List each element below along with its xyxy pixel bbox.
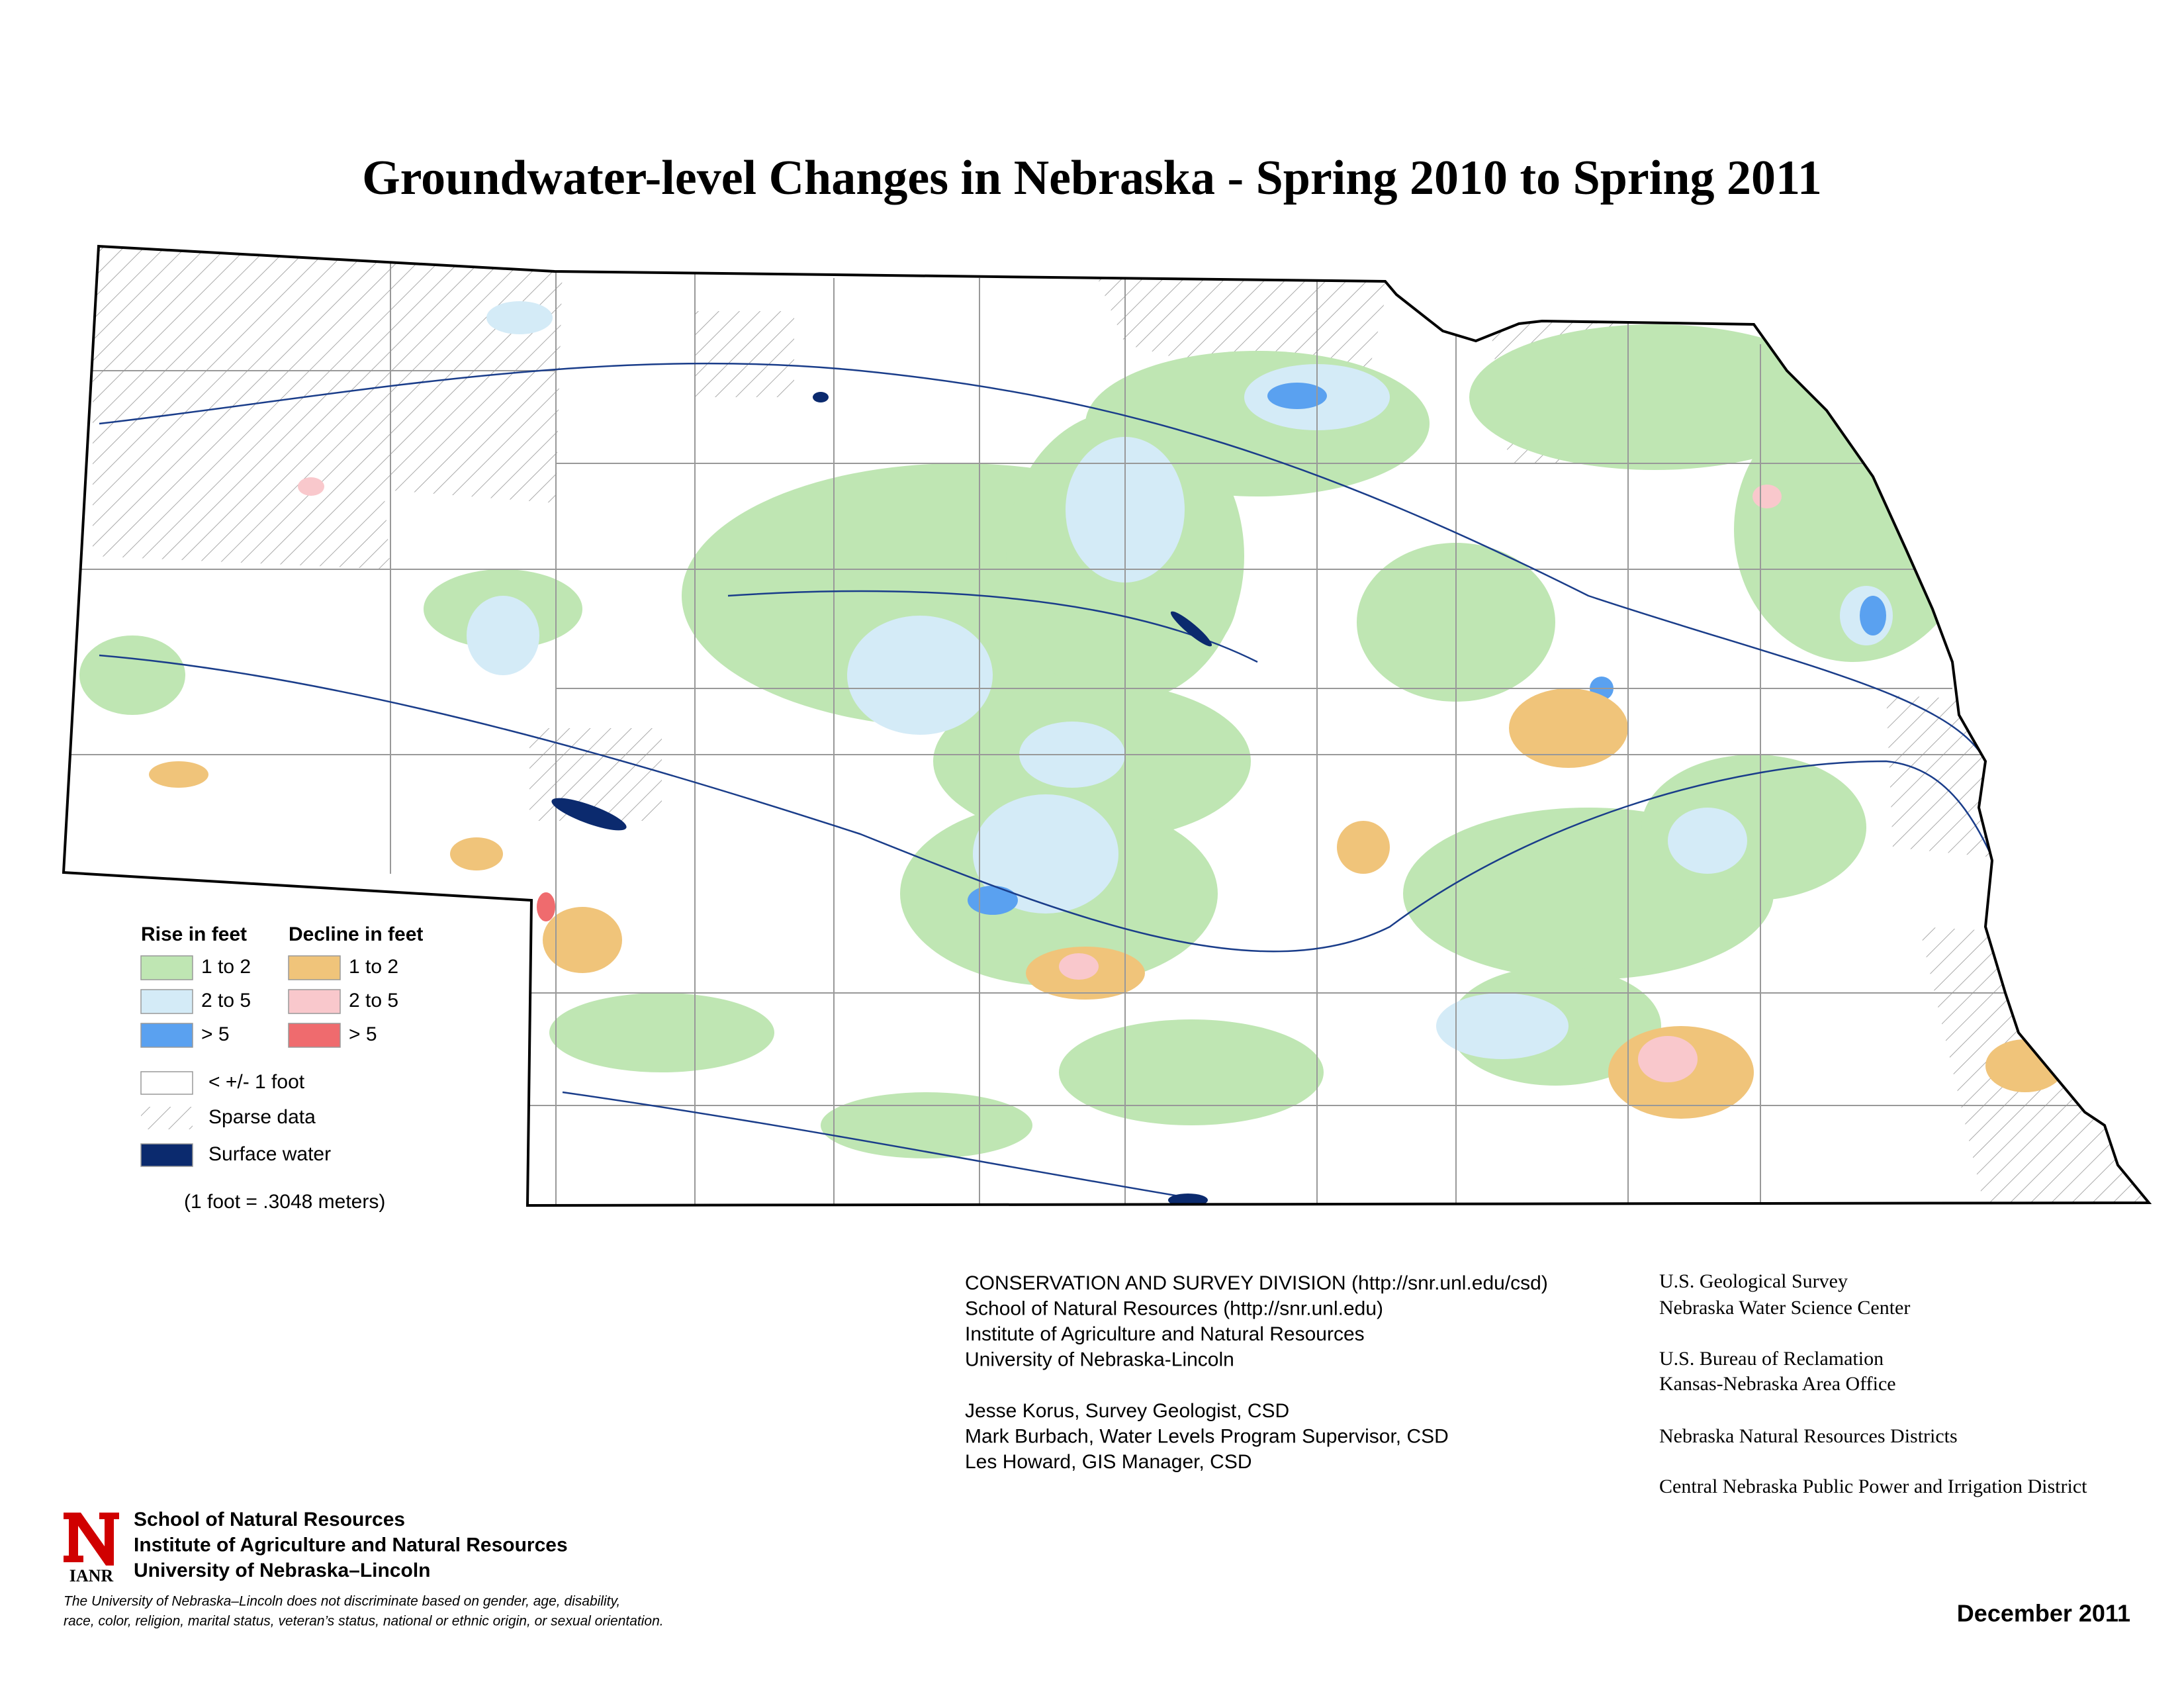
legend-label: 1 to 2 [201, 956, 251, 978]
institution: School of Natural Resources Institute of … [134, 1509, 568, 1581]
credits-partners: U.S. Geological Survey Nebraska Water Sci… [1659, 1270, 2087, 1497]
partner-line: U.S. Bureau of Reclamation [1659, 1348, 1884, 1370]
credit-line: Jesse Korus, Survey Geologist, CSD [965, 1400, 1289, 1422]
legend-label: > 5 [349, 1023, 377, 1045]
legend-swatch [141, 1107, 193, 1129]
legend: Rise in feet Decline in feet 1 to 2 2 to … [140, 923, 423, 1213]
institution-line: University of Nebraska–Lincoln [134, 1560, 430, 1581]
disclaimer: The University of Nebraska–Lincoln does … [64, 1594, 664, 1629]
rivers [99, 362, 2020, 1199]
legend-swatch [140, 989, 193, 1014]
legend-swatch [140, 955, 193, 980]
legend-swatch [288, 989, 341, 1014]
map-title: Groundwater-level Changes in Nebraska - … [362, 151, 1822, 205]
legend-swatch [288, 955, 341, 980]
date: December 2011 [1957, 1600, 2130, 1627]
credit-line: Les Howard, GIS Manager, CSD [965, 1451, 1252, 1473]
legend-label: 1 to 2 [349, 956, 398, 978]
legend-swatch [288, 1023, 341, 1048]
institution-line: School of Natural Resources [134, 1509, 405, 1530]
legend-swatch [140, 1143, 193, 1167]
legend-label: Surface water [208, 1143, 331, 1165]
partner-line: Nebraska Natural Resources Districts [1659, 1425, 1958, 1447]
decline-over-5 [537, 892, 555, 921]
logo-text: IANR [69, 1566, 114, 1585]
credit-line: University of Nebraska-Lincoln [965, 1348, 1234, 1370]
partner-line: Kansas-Nebraska Area Office [1659, 1373, 1896, 1395]
legend-label: < +/- 1 foot [208, 1071, 305, 1093]
legend-label: > 5 [201, 1023, 230, 1045]
partner-line: U.S. Geological Survey [1659, 1270, 1848, 1292]
credits-csd: CONSERVATION AND SURVEY DIVISION (http:/… [965, 1272, 1548, 1473]
legend-label: 2 to 5 [349, 990, 398, 1011]
state-outline [62, 244, 2152, 1207]
disclaimer-line: The University of Nebraska–Lincoln does … [64, 1594, 620, 1609]
credit-line: CONSERVATION AND SURVEY DIVISION (http:/… [965, 1272, 1548, 1294]
institution-line: Institute of Agriculture and Natural Res… [134, 1534, 568, 1556]
legend-rows: 1 to 2 2 to 5 > 5 1 to 2 2 to 5 > 5 < +/- 1 fo… [140, 955, 398, 1167]
legend-swatch [140, 1023, 193, 1048]
legend-heading: Rise in feet [141, 923, 247, 945]
disclaimer-line: race, color, religion, marital status, v… [64, 1614, 664, 1629]
legend-swatch [140, 1071, 193, 1095]
decline-2-to-5 [298, 477, 1782, 1082]
credit-line: School of Natural Resources (http://snr.… [965, 1297, 1383, 1319]
legend-heading: Decline in feet [289, 923, 423, 945]
surface-water [551, 392, 1212, 1205]
partner-line: Central Nebraska Public Power and Irriga… [1659, 1476, 2087, 1497]
legend-note: (1 foot = .3048 meters) [184, 1191, 385, 1213]
logo: IANR [64, 1513, 119, 1585]
credit-line: Mark Burbach, Water Levels Program Super… [965, 1425, 1449, 1447]
legend-label: 2 to 5 [201, 990, 251, 1011]
legend-label: Sparse data [208, 1106, 316, 1128]
credit-line: Institute of Agriculture and Natural Res… [965, 1323, 1365, 1345]
map-body [64, 246, 2149, 1205]
partner-line: Nebraska Water Science Center [1659, 1297, 1910, 1319]
county-lines [66, 252, 2118, 1205]
